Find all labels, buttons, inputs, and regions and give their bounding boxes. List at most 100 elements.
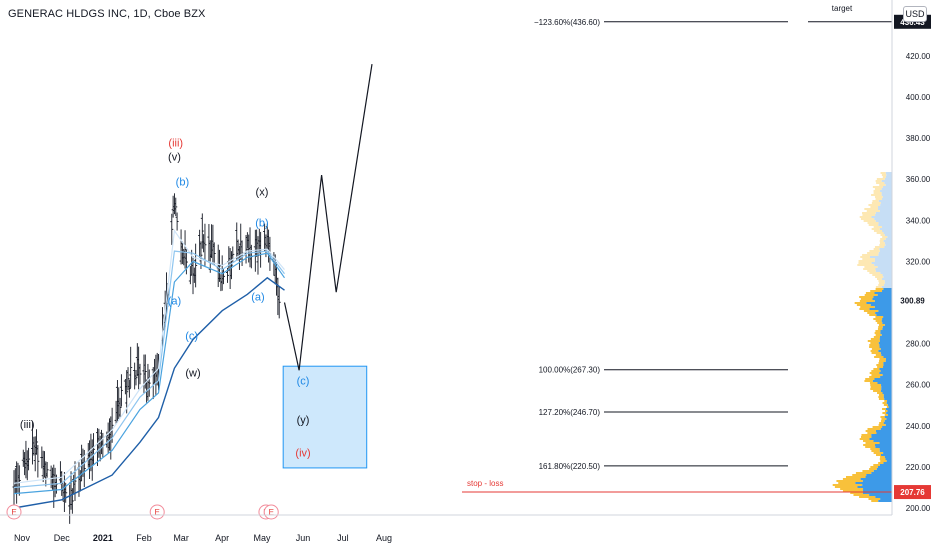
volume-profile-bar (875, 214, 892, 216)
volume-profile-bar (880, 370, 892, 372)
x-tick-label: Feb (136, 533, 152, 543)
target-zone (282, 365, 368, 469)
volume-profile-bar (878, 424, 886, 426)
stop-price-label: 207.76 (900, 488, 925, 497)
volume-profile-bar (879, 228, 892, 230)
volume-profile-bar (885, 184, 892, 186)
volume-profile-bar (884, 242, 892, 244)
volume-profile-bar (871, 216, 892, 218)
wave-label: (b) (176, 176, 189, 188)
volume-profile-bar (878, 326, 883, 328)
volume-profile-bar (882, 236, 888, 238)
volume-profile-bar (880, 456, 885, 458)
volume-profile-bar (865, 442, 880, 444)
earnings-marker-label: E (155, 508, 160, 517)
volume-profile-bar (878, 342, 892, 344)
volume-profile-bar (879, 358, 886, 360)
volume-profile-bar (884, 284, 892, 286)
volume-profile-bar (887, 400, 892, 402)
y-tick-label: 200.00 (906, 504, 931, 513)
volume-profile-bar (879, 344, 892, 346)
volume-profile-bar (882, 176, 886, 178)
volume-profile-bar (879, 368, 892, 370)
volume-profile-bar (840, 488, 864, 490)
volume-profile-bar (887, 410, 892, 412)
volume-profile-bar (879, 346, 892, 348)
volume-profile-bar (885, 358, 892, 360)
volume-profile-bar (877, 466, 892, 468)
volume-profile-bar (872, 186, 883, 188)
volume-profile-bar (878, 394, 884, 396)
volume-profile-bar (845, 476, 866, 478)
volume-profile-bar (860, 478, 892, 480)
volume-profile-bar (874, 264, 892, 266)
volume-profile-bar (880, 498, 892, 500)
volume-profile-bar (879, 450, 892, 452)
volume-profile-bar (877, 206, 892, 208)
moving-average-line (13, 250, 285, 489)
currency-button[interactable]: USD (903, 6, 927, 22)
volume-profile-bar (870, 206, 878, 208)
volume-profile-bar (875, 220, 892, 222)
volume-profile-bar (884, 280, 892, 282)
volume-profile-bar (878, 200, 892, 202)
volume-profile-bar (880, 272, 892, 274)
x-tick-label: Aug (376, 533, 392, 543)
volume-profile-bar (859, 216, 872, 218)
volume-profile-bar (882, 274, 892, 276)
volume-profile-bar (869, 250, 880, 252)
volume-profile-bar (875, 180, 882, 182)
y-tick-label: 420.00 (906, 52, 931, 61)
x-tick-label: Dec (54, 533, 71, 543)
volume-profile-bar (872, 426, 883, 428)
volume-profile-bar (861, 436, 872, 438)
volume-profile-bar (885, 360, 892, 362)
volume-profile-bar (884, 420, 892, 422)
volume-profile-bar (876, 454, 882, 456)
volume-profile-bar (876, 182, 885, 184)
volume-profile-bar (881, 192, 892, 194)
volume-profile-bar (883, 396, 892, 398)
volume-profile-bar (883, 276, 892, 278)
volume-profile-bar (862, 470, 874, 472)
volume-profile-bar (879, 340, 892, 342)
y-tick-label: 280.00 (906, 340, 931, 349)
volume-profile-bar (855, 472, 872, 474)
volume-profile-bar (876, 232, 884, 234)
volume-profile-bar (865, 292, 875, 294)
volume-profile-bar (883, 422, 892, 424)
volume-profile-bar (882, 412, 887, 414)
volume-profile-bar (871, 348, 881, 350)
wave-label: (w) (185, 367, 200, 379)
volume-profile-bar (873, 440, 892, 442)
volume-profile-bar (881, 354, 892, 356)
volume-profile-bar (865, 430, 876, 432)
y-tick-label: 220.00 (906, 463, 931, 472)
volume-profile-bar (886, 418, 892, 420)
fib-level-label: 161.80%(220.50) (539, 462, 601, 471)
volume-profile-bar (885, 244, 892, 246)
volume-profile-bar (873, 390, 881, 392)
volume-profile-bar (863, 488, 892, 490)
volume-profile-bar (869, 382, 878, 384)
volume-profile-bar (873, 190, 881, 192)
volume-profile-bar (877, 328, 883, 330)
volume-profile-bar (874, 260, 892, 262)
volume-profile-bar (876, 178, 885, 180)
volume-profile-bar (878, 284, 885, 286)
y-tick-label: 240.00 (906, 422, 931, 431)
volume-profile-bar (874, 300, 892, 302)
volume-profile-bar (870, 448, 880, 450)
volume-profile-bar (884, 416, 892, 418)
volume-profile-bar (879, 448, 892, 450)
volume-profile-bar (883, 404, 888, 406)
volume-profile-bar (883, 452, 892, 454)
volume-profile-bar (864, 380, 873, 382)
volume-profile-bar (871, 194, 882, 196)
last-price-label: 300.89 (900, 297, 925, 306)
volume-profile-bar (880, 204, 892, 206)
volume-profile-bar (874, 196, 883, 198)
volume-profile-bar (880, 330, 892, 332)
y-tick-label: 400.00 (906, 93, 931, 102)
